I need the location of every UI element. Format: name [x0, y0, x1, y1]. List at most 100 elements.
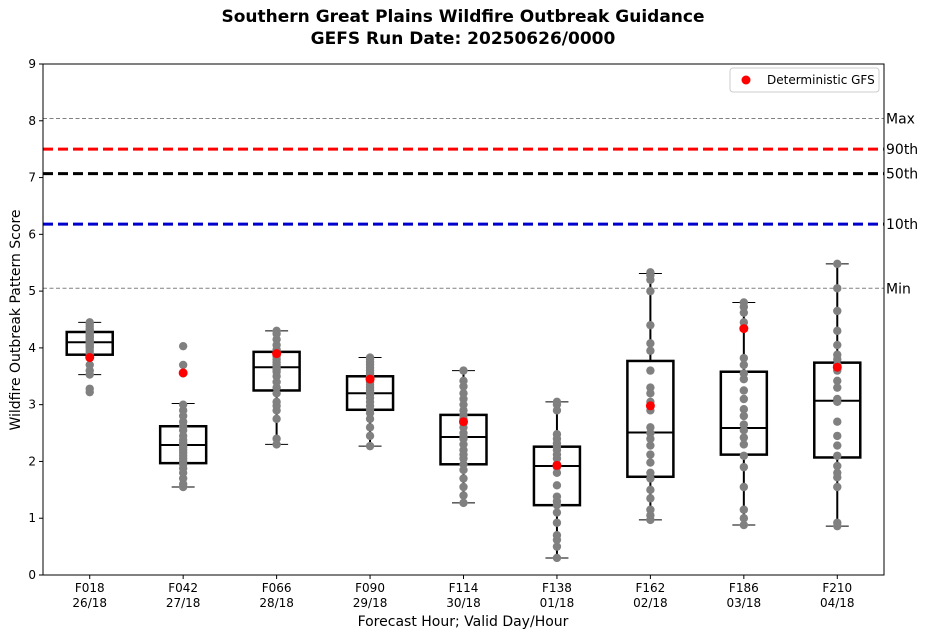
ensemble-point — [552, 553, 562, 563]
ensemble-point — [646, 485, 655, 495]
ensemble-point — [833, 340, 842, 350]
ensemble-point — [739, 420, 749, 429]
ensemble-point — [739, 369, 749, 378]
ensemble-point — [365, 441, 375, 451]
ensemble-point — [272, 434, 281, 443]
ensemble-point — [833, 518, 842, 527]
ensemble-point — [459, 366, 468, 375]
x-tick-label-hour: F114 — [449, 581, 479, 595]
legend: Deterministic GFS — [729, 67, 880, 93]
ref-label-50th: 50th — [886, 167, 918, 183]
ensemble-point — [833, 441, 842, 450]
legend-marker-deterministic-gfs — [741, 75, 751, 85]
y-tick-label: 2 — [28, 454, 36, 468]
ensemble-point — [552, 531, 562, 540]
ensemble-point — [459, 376, 468, 386]
x-tick-label-valid: 01/18 — [540, 596, 575, 610]
ensemble-point — [739, 482, 749, 492]
ensemble-point — [552, 397, 562, 407]
ensemble-point — [833, 482, 842, 492]
legend-box — [729, 67, 880, 93]
deterministic-gfs-point — [365, 374, 375, 384]
ensemble-point — [646, 346, 655, 355]
y-tick-label: 5 — [28, 284, 36, 298]
ensemble-point — [739, 360, 749, 370]
x-tick-label-valid: 03/18 — [727, 596, 762, 610]
ensemble-point — [739, 514, 749, 523]
ensemble-point — [646, 366, 655, 375]
x-tick-label-hour: F090 — [355, 581, 385, 595]
ensemble-point — [552, 429, 562, 439]
ensemble-point — [178, 400, 188, 409]
ensemble-point — [833, 417, 842, 426]
ensemble-point — [646, 458, 655, 467]
ensemble-point — [552, 508, 562, 517]
x-tick-label-hour: F162 — [635, 581, 665, 595]
deterministic-gfs-point — [739, 324, 749, 334]
ref-label-10th: 10th — [886, 217, 918, 233]
ensemble-point — [739, 520, 749, 530]
y-axis: 0 1 2 3 4 5 6 7 8 9 — [28, 57, 43, 582]
x-tick-label-hour: F210 — [822, 581, 852, 595]
ensemble-point — [646, 423, 655, 432]
ensemble-point — [552, 518, 562, 527]
ensemble-point — [833, 326, 842, 336]
y-tick-label: 9 — [28, 57, 36, 71]
x-tick-label-hour: F186 — [729, 581, 759, 595]
x-tick-label-hour: F018 — [75, 581, 105, 595]
x-tick-label-hour: F066 — [262, 581, 292, 595]
x-axis-label: Forecast Hour; Valid Day/Hour — [358, 614, 569, 630]
ensemble-point — [459, 498, 468, 508]
ensemble-point — [833, 259, 842, 269]
ensemble-point — [552, 492, 562, 501]
ensemble-point — [646, 494, 655, 503]
deterministic-gfs-point — [459, 417, 468, 427]
x-tick-label-valid: 29/18 — [353, 596, 388, 610]
deterministic-gfs-point — [552, 460, 562, 470]
ensemble-point — [833, 461, 842, 471]
x-tick-label-valid: 27/18 — [166, 596, 201, 610]
ensemble-point — [739, 394, 749, 404]
reference-lines: Max 90th 50th 10th Min — [43, 112, 918, 297]
data-points — [85, 259, 842, 563]
ref-label-90th: 90th — [886, 142, 918, 158]
ensemble-point — [739, 462, 749, 472]
deterministic-gfs-point — [272, 349, 282, 359]
ensemble-point — [833, 394, 842, 404]
deterministic-gfs-point — [645, 401, 655, 411]
x-tick-label-hour: F042 — [168, 581, 198, 595]
ref-label-max: Max — [886, 112, 915, 128]
y-tick-label: 4 — [28, 341, 36, 355]
x-tick-label-hour: F138 — [542, 581, 572, 595]
ensemble-point — [833, 376, 842, 386]
y-tick-label: 0 — [28, 568, 36, 582]
ensemble-point — [459, 482, 468, 492]
deterministic-gfs-point — [178, 368, 188, 378]
ensemble-point — [272, 414, 281, 424]
ensemble-point — [739, 353, 749, 363]
ensemble-point — [646, 468, 655, 477]
ensemble-point — [272, 397, 281, 407]
ensemble-point — [85, 384, 94, 393]
ensemble-point — [178, 341, 188, 351]
ensemble-point — [739, 433, 749, 442]
ensemble-point — [646, 383, 655, 392]
ensemble-point — [739, 405, 749, 414]
ensemble-point — [85, 318, 94, 327]
ensemble-point — [646, 320, 655, 330]
ensemble-point — [646, 450, 655, 459]
y-tick-label: 7 — [28, 171, 36, 185]
chart-title: Southern Great Plains Wildfire Outbreak … — [222, 7, 705, 27]
x-tick-label-valid: 28/18 — [259, 596, 294, 610]
ensemble-point — [272, 326, 281, 336]
x-tick-label-valid: 30/18 — [446, 596, 481, 610]
ensemble-point — [552, 481, 562, 490]
ensemble-point — [833, 350, 842, 359]
ensemble-point — [739, 440, 749, 449]
ensemble-point — [646, 339, 655, 348]
y-tick-label: 6 — [28, 227, 36, 241]
legend-label-deterministic-gfs: Deterministic GFS — [767, 73, 875, 87]
x-tick-label-valid: 26/18 — [72, 596, 107, 610]
ensemble-point — [739, 505, 749, 514]
